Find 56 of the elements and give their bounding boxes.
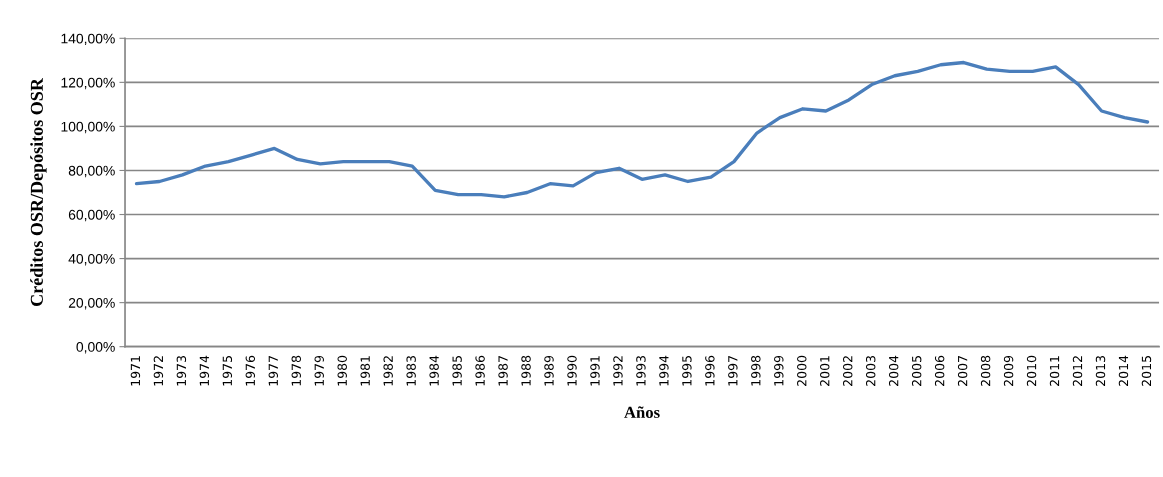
x-tick-label: 2000 xyxy=(797,355,807,386)
x-axis-title: Años xyxy=(624,406,660,418)
y-tick-label: 140,00% xyxy=(61,33,115,46)
x-tick-label: 2001 xyxy=(820,356,830,386)
x-tick-label: 1994 xyxy=(659,355,669,386)
x-tick-label: 2009 xyxy=(1003,355,1014,386)
x-tick-label: 2002 xyxy=(843,356,853,386)
x-tick-label: 1982 xyxy=(383,356,393,386)
x-tick-label: 1984 xyxy=(429,355,439,386)
x-tick-label: 1988 xyxy=(521,355,531,386)
y-tick-label: 80,00% xyxy=(68,165,115,178)
x-tick-label: 2007 xyxy=(957,356,968,386)
x-tick-label: 1975 xyxy=(222,356,233,386)
x-tick-label: 1979 xyxy=(314,355,324,386)
x-tick-label: 1989 xyxy=(544,355,554,386)
x-tick-label: 1972 xyxy=(153,356,164,386)
x-tick-label: 2015 xyxy=(1141,356,1152,386)
x-tick-label: 1993 xyxy=(636,356,646,386)
x-tick-label: 1974 xyxy=(199,355,210,386)
x-tick-label: 1991 xyxy=(590,356,600,386)
y-tick-label: 0,00% xyxy=(76,342,115,354)
x-tick-label: 1973 xyxy=(176,356,187,386)
x-tick-label: 1986 xyxy=(475,355,485,386)
x-tick-label: 2003 xyxy=(865,356,876,386)
x-tick-label: 1978 xyxy=(291,355,301,386)
y-tick-label: 40,00% xyxy=(68,253,115,266)
y-tick-label: 100,00% xyxy=(61,121,115,134)
x-tick-label: 2012 xyxy=(1072,356,1083,386)
y-tick-label: 120,00% xyxy=(61,77,115,90)
x-tick-label: 1987 xyxy=(498,356,508,386)
x-tick-label: 1983 xyxy=(406,356,416,386)
x-tick-label: 2004 xyxy=(888,355,899,386)
x-tick-label: 2013 xyxy=(1095,356,1106,386)
x-tick-label: 1971 xyxy=(130,356,141,386)
x-tick-label: 1985 xyxy=(452,356,462,386)
x-tick-label: 2010 xyxy=(1026,355,1037,386)
x-tick-label: 2014 xyxy=(1118,355,1129,386)
x-tick-label: 1976 xyxy=(245,355,256,386)
x-tick-label: 1980 xyxy=(337,355,347,386)
x-tick-label: 1992 xyxy=(613,356,623,386)
x-tick-label: 2005 xyxy=(911,356,922,386)
x-tick-label: 1995 xyxy=(682,356,692,386)
x-tick-label: 2006 xyxy=(934,355,945,386)
x-tick-label: 1996 xyxy=(705,355,715,386)
y-tick-label: 20,00% xyxy=(68,297,115,310)
y-axis-title: Créditos OSR/Depósitos OSR xyxy=(30,77,47,306)
x-tick-label: 1997 xyxy=(728,356,738,386)
x-tick-label: 1998 xyxy=(751,355,761,386)
x-tick-label: 1990 xyxy=(567,355,577,386)
x-tick-label: 1977 xyxy=(268,356,279,386)
x-tick-label: 1999 xyxy=(774,355,784,386)
line-series xyxy=(134,60,1150,199)
x-tick-label: 2011 xyxy=(1049,356,1060,386)
x-tick-label: 1981 xyxy=(360,356,370,386)
x-tick-label: 2008 xyxy=(980,355,991,386)
y-tick-label: 60,00% xyxy=(68,209,115,222)
